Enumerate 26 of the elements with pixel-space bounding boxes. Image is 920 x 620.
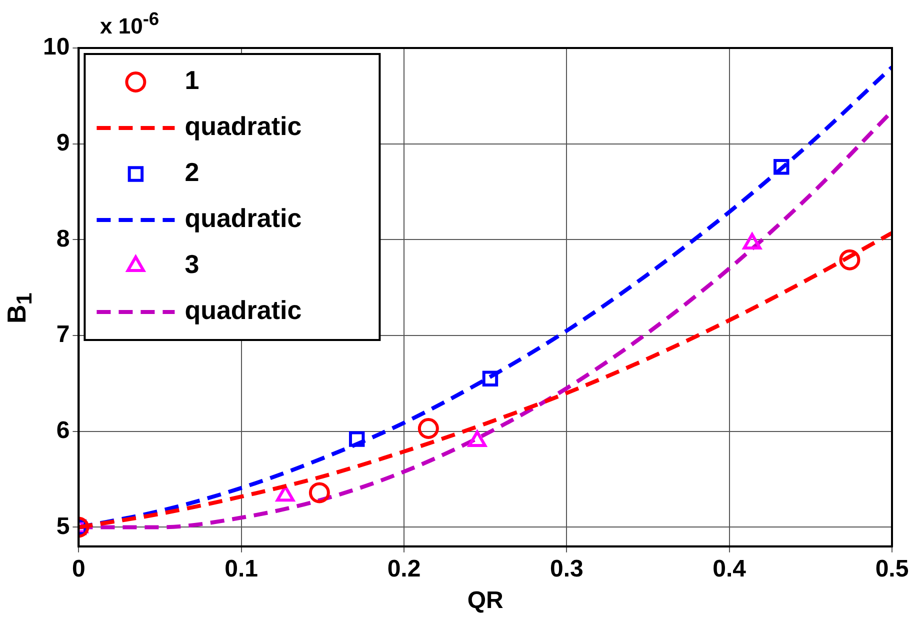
y-tick-label: 6 [56, 417, 70, 444]
point [774, 158, 790, 175]
x-tick-label: 0 [72, 555, 86, 582]
legend-label: 2 [184, 157, 200, 188]
x-tick-label: 0.4 [712, 555, 747, 582]
point [348, 431, 365, 447]
x-tick-label: 0.1 [224, 555, 258, 582]
x-tick-label: 0.5 [875, 555, 909, 582]
legend-label: quadratic [184, 111, 302, 142]
y-tick-label: 9 [56, 129, 70, 156]
text: x 10$^{-6}$ [100, 8, 160, 40]
y-tick-label: 8 [56, 225, 70, 252]
legend-label: 1 [184, 65, 200, 96]
y-tick-label: 7 [56, 321, 70, 348]
point [418, 418, 439, 440]
point [839, 249, 860, 270]
point [308, 482, 330, 504]
legend-label: quadratic [184, 295, 302, 326]
point [482, 370, 498, 387]
y-tick-label: 5 [56, 512, 70, 540]
y-tick-label: 10 [42, 34, 70, 61]
legend-label: quadratic [184, 203, 302, 234]
x-tick-label: 0.2 [387, 555, 421, 582]
x-axis-title: QR [467, 587, 504, 614]
legend-label: 3 [184, 249, 200, 280]
x-tick-label: 0.3 [550, 555, 584, 582]
